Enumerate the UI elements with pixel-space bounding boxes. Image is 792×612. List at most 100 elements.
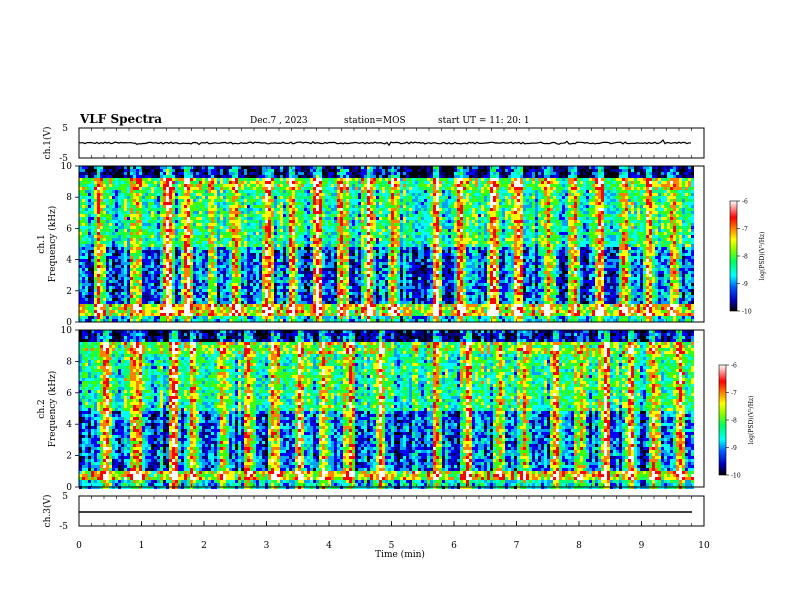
spectrogram-cell bbox=[202, 235, 205, 238]
spectrogram-cell bbox=[271, 307, 274, 310]
spectrogram-cell bbox=[301, 178, 304, 181]
spectrogram-cell bbox=[307, 277, 310, 280]
spectrogram-cell bbox=[253, 175, 256, 178]
spectrogram-cell bbox=[274, 316, 277, 319]
spectrogram-cell bbox=[118, 280, 121, 283]
spectrogram-cell bbox=[181, 319, 184, 322]
spectrogram-cell bbox=[181, 166, 184, 169]
spectrogram-cell bbox=[313, 217, 316, 220]
spectrogram-cell bbox=[241, 265, 244, 268]
spectrogram-cell bbox=[259, 253, 262, 256]
spectrogram-cell bbox=[295, 217, 298, 220]
spectrogram-cell bbox=[259, 319, 262, 322]
spectrogram-cell bbox=[301, 202, 304, 205]
spectrogram-cell bbox=[145, 259, 148, 262]
spectrogram-cell bbox=[106, 268, 109, 271]
spectrogram-cell bbox=[160, 289, 163, 292]
spectrogram-cell bbox=[166, 196, 169, 199]
spectrogram-cell bbox=[322, 277, 325, 280]
spectrogram-cell bbox=[220, 316, 223, 319]
spectrogram-cell bbox=[94, 208, 97, 211]
spectrogram-cell bbox=[103, 280, 106, 283]
spectrogram-cell bbox=[268, 190, 271, 193]
spectrogram-cell bbox=[151, 214, 154, 217]
spectrogram-cell bbox=[343, 244, 346, 247]
spectrogram-cell bbox=[349, 277, 352, 280]
spectrogram-cell bbox=[352, 241, 355, 244]
spectrogram-cell bbox=[172, 253, 175, 256]
spectrogram-cell bbox=[166, 244, 169, 247]
spectrogram-cell bbox=[310, 235, 313, 238]
spectrogram-cell bbox=[241, 286, 244, 289]
spectrogram-cell bbox=[355, 280, 358, 283]
spectrogram-cell bbox=[217, 253, 220, 256]
spectrogram-cell bbox=[250, 262, 253, 265]
spectrogram-cell bbox=[127, 307, 130, 310]
spectrogram-cell bbox=[361, 256, 364, 259]
spectrogram-cell bbox=[172, 241, 175, 244]
spectrogram-cell bbox=[133, 190, 136, 193]
spectrogram-cell bbox=[79, 298, 82, 301]
spectrogram-cell bbox=[205, 295, 208, 298]
spectrogram-cell bbox=[256, 259, 259, 262]
spectrogram-cell bbox=[307, 259, 310, 262]
spectrogram-cell bbox=[307, 286, 310, 289]
spectrogram-cell bbox=[139, 190, 142, 193]
spectrogram-cell bbox=[115, 316, 118, 319]
spectrogram-cell bbox=[211, 313, 214, 316]
spectrogram-cell bbox=[121, 247, 124, 250]
spectrogram-cell bbox=[280, 196, 283, 199]
spectrogram-cell bbox=[322, 253, 325, 256]
spectrogram-cell bbox=[139, 169, 142, 172]
spectrogram-cell bbox=[292, 196, 295, 199]
spectrogram-cell bbox=[169, 214, 172, 217]
spectrogram-cell bbox=[349, 232, 352, 235]
spectrogram-cell bbox=[352, 310, 355, 313]
spectrogram-cell bbox=[358, 274, 361, 277]
spectrogram-cell bbox=[166, 310, 169, 313]
spectrogram-cell bbox=[199, 202, 202, 205]
spectrogram-cell bbox=[178, 211, 181, 214]
spectrogram-cell bbox=[199, 226, 202, 229]
spectrogram-cell bbox=[355, 187, 358, 190]
spectrogram-cell bbox=[208, 241, 211, 244]
spectrogram-cell bbox=[124, 235, 127, 238]
spectrogram-cell bbox=[304, 175, 307, 178]
spectrogram-cell bbox=[265, 283, 268, 286]
spectrogram-cell bbox=[124, 166, 127, 169]
spectrogram-cell bbox=[253, 310, 256, 313]
spectrogram-cell bbox=[313, 247, 316, 250]
spectrogram-cell bbox=[310, 181, 313, 184]
spectrogram-cell bbox=[259, 286, 262, 289]
spectrogram-cell bbox=[343, 223, 346, 226]
spectrogram-cell bbox=[145, 193, 148, 196]
spectrogram-cell bbox=[133, 286, 136, 289]
spectrogram-cell bbox=[289, 271, 292, 274]
spectrogram-cell bbox=[232, 193, 235, 196]
spectrogram-cell bbox=[148, 280, 151, 283]
spectrogram-cell bbox=[331, 277, 334, 280]
spectrogram-cell bbox=[346, 304, 349, 307]
spectrogram-cell bbox=[121, 196, 124, 199]
spectrogram-cell bbox=[172, 274, 175, 277]
spectrogram-cell bbox=[94, 262, 97, 265]
spectrogram-cell bbox=[118, 316, 121, 319]
spectrogram-cell bbox=[139, 271, 142, 274]
spectrogram-cell bbox=[121, 172, 124, 175]
spectrogram-cell bbox=[178, 181, 181, 184]
spectrogram-cell bbox=[124, 232, 127, 235]
spectrogram-cell bbox=[265, 304, 268, 307]
spectrogram-cell bbox=[283, 247, 286, 250]
spectrogram-cell bbox=[142, 247, 145, 250]
spectrogram-cell bbox=[157, 220, 160, 223]
spectrogram-cell bbox=[220, 193, 223, 196]
spectrogram-cell bbox=[178, 166, 181, 169]
spectrogram-cell bbox=[241, 241, 244, 244]
spectrogram-cell bbox=[298, 301, 301, 304]
spectrogram-cell bbox=[190, 304, 193, 307]
spectrogram-cell bbox=[322, 184, 325, 187]
spectrogram-cell bbox=[361, 196, 364, 199]
spectrogram-cell bbox=[250, 235, 253, 238]
spectrogram-cell bbox=[274, 208, 277, 211]
spectrogram-cell bbox=[202, 187, 205, 190]
